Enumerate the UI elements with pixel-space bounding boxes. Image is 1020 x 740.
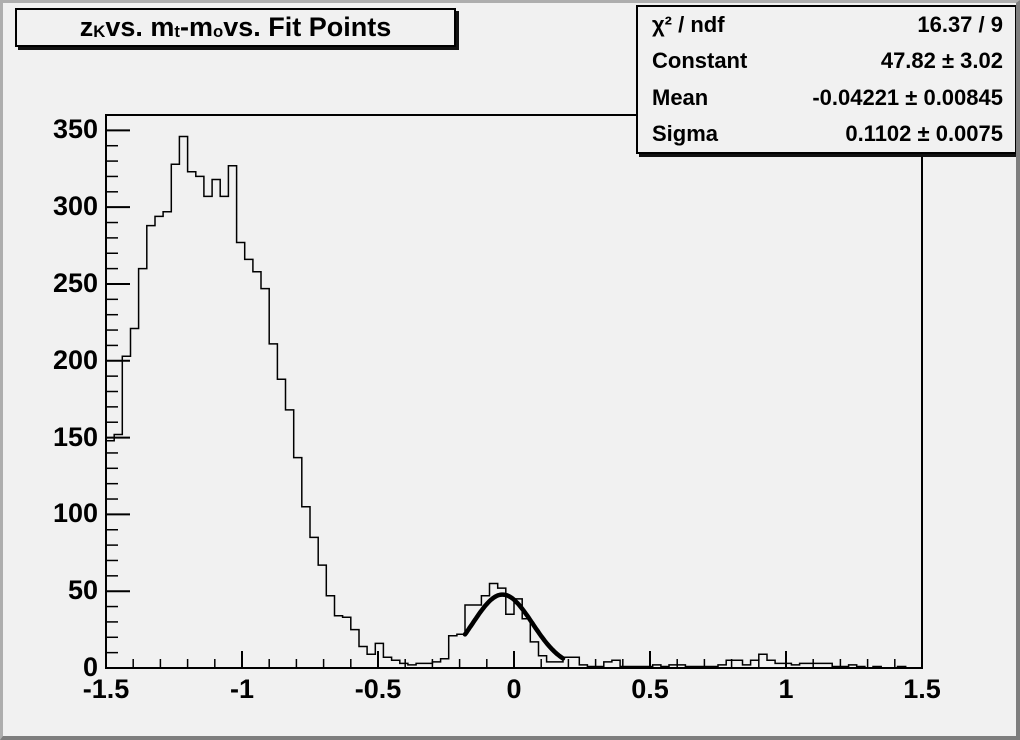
y-axis-tick-label: 200	[52, 344, 98, 375]
stats-row-constant: Constant 47.82 ± 3.02	[638, 43, 1015, 79]
title-text: vs. m	[105, 12, 175, 42]
y-axis-tick-label: 0	[82, 652, 98, 682]
title-subscript: K	[93, 22, 106, 42]
stats-value-sigma: 0.1102 ± 0.0075	[845, 120, 1003, 146]
title-subscript: o	[212, 22, 224, 42]
y-axis-tick-label: 250	[52, 267, 98, 298]
title-text: -m	[179, 12, 213, 42]
stats-row-chi2: χ² / ndf 16.37 / 9	[638, 7, 1015, 43]
stats-label-constant: Constant	[652, 48, 748, 74]
stats-label-chi2: χ² / ndf	[652, 12, 725, 38]
x-axis-tick-label: 0.5	[631, 674, 669, 704]
stats-row-sigma: Sigma 0.1102 ± 0.0075	[638, 116, 1015, 152]
fit-stats-box: χ² / ndf 16.37 / 9 Constant 47.82 ± 3.02…	[636, 5, 1016, 154]
y-axis-tick-label: 50	[67, 575, 98, 606]
x-axis-tick-label: -1.5	[82, 674, 130, 704]
x-axis-tick-label: -0.5	[354, 674, 402, 704]
title-text: z	[79, 12, 94, 42]
plot-frame	[105, 114, 923, 669]
gaussian-fit-curve	[462, 592, 566, 661]
y-axis-tick-label: 300	[52, 191, 98, 222]
histogram-plot	[105, 114, 923, 669]
x-axis-tick-label: -1	[229, 674, 254, 704]
stats-label-sigma: Sigma	[652, 120, 719, 146]
y-axis-tick-label: 150	[52, 421, 98, 452]
title-text: vs. Fit Points	[223, 12, 392, 42]
histogram-line	[106, 135, 922, 669]
stats-value-chi2: 16.37 / 9	[917, 12, 1003, 38]
stats-label-mean: Mean	[652, 84, 709, 110]
x-axis-tick-label: 1	[778, 674, 794, 704]
y-axis-tick-label: 100	[52, 498, 98, 529]
stats-value-mean: -0.04221 ± 0.00845	[812, 84, 1003, 110]
stats-value-constant: 47.82 ± 3.02	[880, 48, 1003, 74]
y-axis-tick-label: 350	[52, 114, 98, 145]
x-axis-tick-label: 1.5	[903, 674, 941, 704]
title-subscript: t	[174, 22, 180, 42]
x-axis-tick-label: 0	[506, 674, 522, 704]
stats-row-mean: Mean -0.04221 ± 0.00845	[638, 80, 1015, 116]
